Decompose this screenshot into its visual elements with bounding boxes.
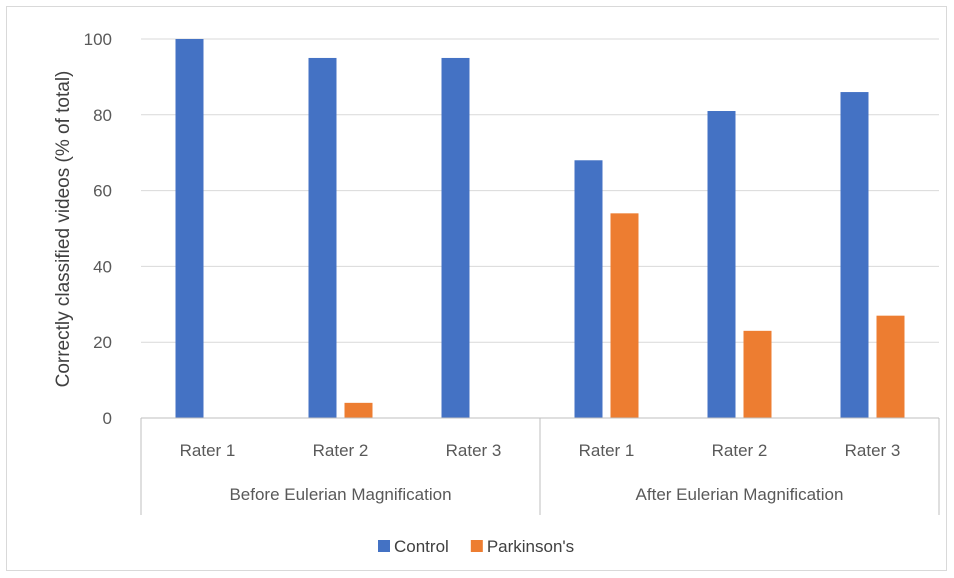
x-tick-label-1: Rater 1 <box>180 441 236 460</box>
bar-control-2 <box>308 57 337 418</box>
x-tick-label-3: Rater 3 <box>446 441 502 460</box>
x-axis: Rater 1 Rater 2 Rater 3 Rater 1 Rater 2 Rater… <box>140 417 940 515</box>
bar-control-4 <box>574 160 603 418</box>
x-tick-label-5: Rater 2 <box>712 441 768 460</box>
x-tick-label-6: Rater 3 <box>845 441 901 460</box>
bar-control-6 <box>840 92 869 418</box>
bar-control-5 <box>707 111 736 418</box>
chart-frame <box>6 6 947 571</box>
bars <box>175 39 905 418</box>
y-tick-labels: 0 20 40 60 80 100 <box>84 30 112 428</box>
bar-parkinson-s-5 <box>743 330 772 418</box>
y-tick-label-100: 100 <box>84 30 112 49</box>
legend-label-2: Parkinson's <box>487 537 574 556</box>
x-tick-label-4: Rater 1 <box>579 441 635 460</box>
bar-parkinson-s-2 <box>344 402 373 418</box>
y-tick-label-80: 80 <box>93 106 112 125</box>
x-group-label-2: After Eulerian Magnification <box>636 485 844 504</box>
x-tick-label-2: Rater 2 <box>313 441 369 460</box>
y-tick-label-20: 20 <box>93 333 112 352</box>
legend-swatch-1 <box>378 540 390 552</box>
y-tick-label-60: 60 <box>93 182 112 201</box>
y-axis-label: Correctly classified videos (% of total) <box>53 71 74 388</box>
bar-parkinson-s-6 <box>876 315 905 418</box>
legend-swatch-2 <box>470 540 483 552</box>
y-tick-label-0: 0 <box>103 409 112 428</box>
gridlines <box>141 38 939 419</box>
legend: Control Parkinson's <box>378 537 574 556</box>
legend-label-1: Control <box>394 537 449 556</box>
y-tick-label-40: 40 <box>93 257 112 276</box>
x-group-label-1: Before Eulerian Magnification <box>229 485 451 504</box>
bar-control-3 <box>441 57 470 418</box>
bar-control-1 <box>175 39 204 418</box>
bar-parkinson-s-4 <box>610 213 639 418</box>
